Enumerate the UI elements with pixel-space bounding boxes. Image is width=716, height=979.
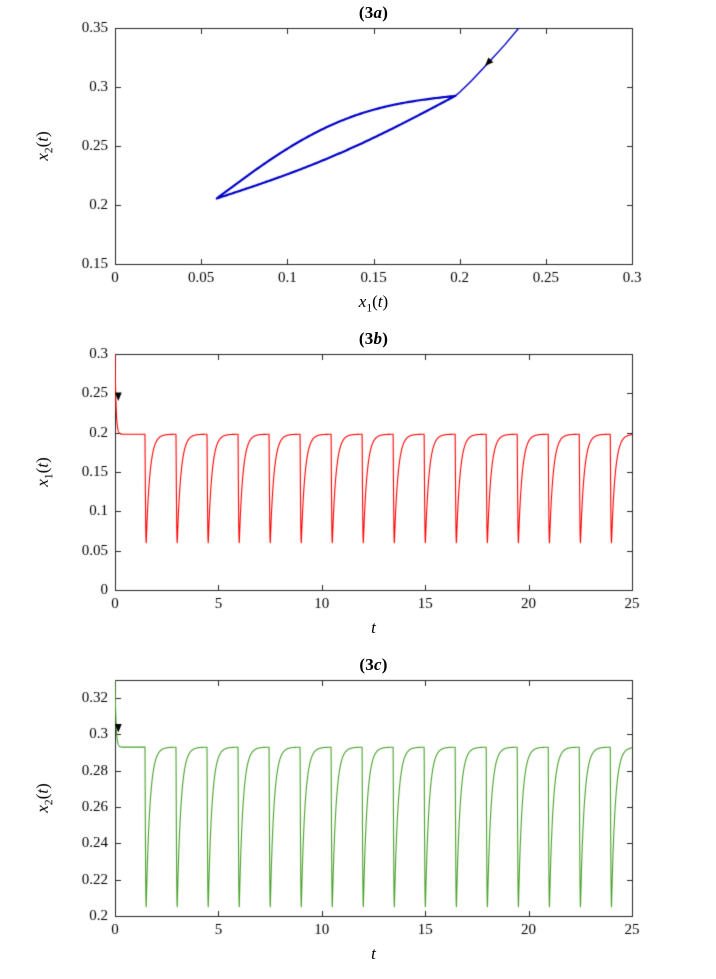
x-axis-label-3b: t — [371, 618, 376, 637]
subplot-3c: (3c) x2(t) t — [0, 652, 716, 979]
y-axis-label-3c: x2(t) — [32, 783, 56, 813]
plot-area-3c — [0, 652, 716, 979]
y-axis-label-3b: x1(t) — [32, 457, 56, 487]
y-axis-label-3a: x2(t) — [32, 131, 56, 161]
subplot-3b: (3b) x1(t) t — [0, 326, 716, 652]
x-axis-label-3c: t — [371, 944, 376, 963]
plot-area-3b — [0, 326, 716, 652]
plot-area-3a — [0, 0, 716, 326]
subplot-3a: (3a) x2(t) x1(t) — [0, 0, 716, 326]
x-axis-label-3a: x1(t) — [358, 292, 389, 315]
